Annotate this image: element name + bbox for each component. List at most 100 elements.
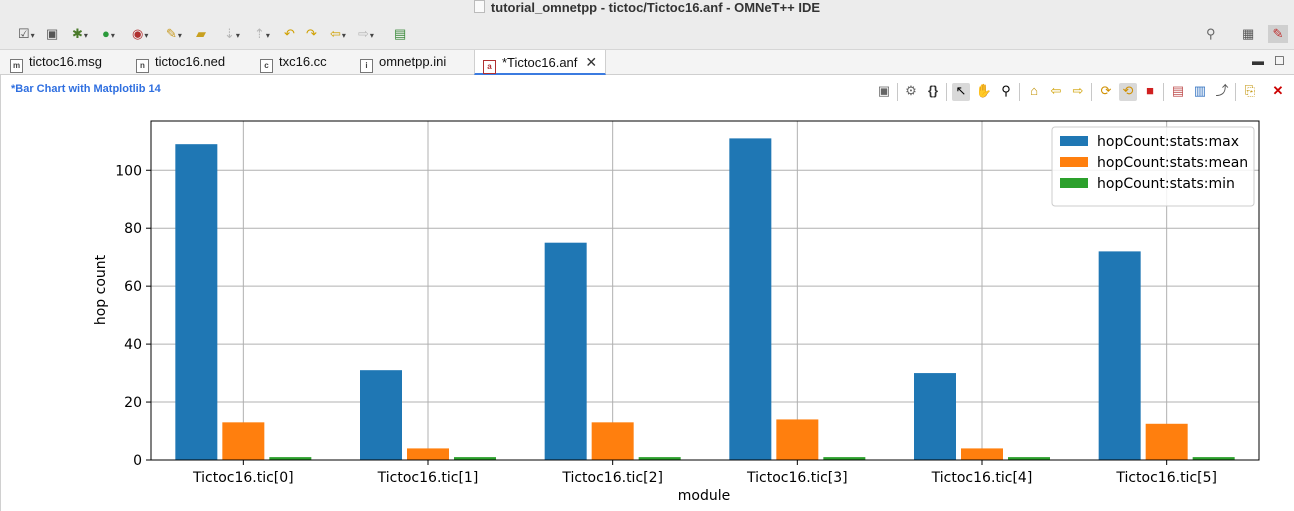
tab-txc16-cc[interactable]: c txc16.cc [260,50,327,74]
bar-hopCount-stats-max-3 [729,138,772,460]
bar-hopCount-stats-max-4 [914,373,956,460]
main-toolbar: ☑▾ ▣ ✱▾ ●▾ ◉▾ ✎▾ ▰ ⇣▾ ⇡▾ ↶ ↷ ⇦▾ ⇨▾ ▤ ⚲ ▦… [0,20,1294,50]
ini-file-icon: i [360,59,373,73]
legend-label: hopCount:stats:min [1097,176,1235,192]
forward-arrow-icon[interactable]: ⇨ [1072,83,1084,98]
active-perspective-icon[interactable]: ✎ [1268,25,1288,43]
stop-icon[interactable]: ■ [1146,83,1154,98]
save-icon[interactable]: ▣ [877,83,891,98]
y-tick-label: 20 [124,395,142,411]
tab-label: tictoc16.msg [29,54,102,69]
bar-hopCount-stats-max-1 [360,370,402,460]
window-title: tutorial_omnetpp - tictoc/Tictoc16.anf -… [490,0,821,15]
y-tick-label: 100 [115,163,142,179]
refresh-icon[interactable]: ⟳ [1100,83,1112,98]
legend-label: hopCount:stats:mean [1097,155,1248,171]
back-arrow-icon[interactable]: ⇦ [1050,83,1062,98]
next-annotation-icon[interactable]: ⇡▾ [254,26,270,41]
tab-tictoc16-anf[interactable]: a *Tictoc16.anf ✕ [474,50,607,75]
y-tick-label: 60 [124,279,142,295]
back-nav-icon[interactable]: ⇦▾ [330,26,346,41]
perspective-icon[interactable]: ▦ [1242,26,1255,41]
bar-hopCount-stats-min-4 [1008,457,1050,460]
save-all-icon[interactable]: ▣ [46,26,59,41]
bar-hopCount-stats-max-5 [1098,251,1141,460]
bars [175,138,1235,460]
bar-hopCount-stats-min-2 [638,457,681,460]
y-ticks: 0 20 40 60 80 100 [115,163,151,469]
toolbar-separator [1091,83,1092,101]
prev-annotation-icon[interactable]: ⇣▾ [224,26,240,41]
toolbar-separator [1019,83,1020,101]
ned-file-icon: n [136,59,149,73]
legend-label: hopCount:stats:max [1097,134,1239,150]
x-tick-label: Tictoc16.tic[4] [931,470,1033,486]
folder-icon[interactable]: ▰ [196,26,206,41]
plot-frame [150,120,1260,461]
tab-label: txc16.cc [279,54,327,69]
forward-icon[interactable]: ⇨▾ [358,26,374,41]
minimize-icon[interactable]: ▬ [1252,54,1264,68]
legend-swatch [1060,157,1088,167]
bar-hopCount-stats-mean-0 [222,422,265,460]
new-view-icon[interactable]: ▤ [394,26,407,41]
bar-hopCount-stats-mean-4 [961,448,1003,460]
tab-label: tictoc16.ned [155,54,226,69]
chart-editor: *Bar Chart with Matplotlib 14 ▣ ⚙ {} ↖ ✋… [0,75,1294,511]
x-tick-label: Tictoc16.tic[5] [1115,470,1217,486]
edit-icon[interactable]: ↶ [284,26,295,41]
run-icon[interactable]: ●▾ [102,26,115,41]
window-title-bar: tutorial_omnetpp - tictoc/Tictoc16.anf -… [0,0,1294,20]
x-ticks: Tictoc16.tic[0] Tictoc16.tic[1] Tictoc16.t… [192,460,1217,486]
profile-icon[interactable]: ◉▾ [132,26,149,41]
gear-icon[interactable]: ⚙ [905,83,917,98]
maximize-icon[interactable]: ☐ [1274,54,1285,68]
zoom-icon[interactable]: ⚲ [1001,83,1011,98]
grid-lines [151,121,1259,460]
x-tick-label: Tictoc16.tic[1] [377,470,479,486]
bar-hopCount-stats-max-2 [544,242,587,460]
tab-label: *Tictoc16.anf [502,55,578,70]
y-axis-label: hop count [93,254,109,325]
copy-icon[interactable]: ▤ [1171,83,1185,98]
legend-swatch [1060,178,1088,188]
legend-box [1051,126,1255,207]
toolbar-separator [1235,83,1236,101]
document-icon [473,0,485,13]
x-tick-label: Tictoc16.tic[3] [746,470,848,486]
braces-icon[interactable]: {} [927,83,939,98]
tab-omnetpp-ini[interactable]: i omnetpp.ini [360,50,446,74]
bar-hopCount-stats-min-3 [823,457,866,460]
bar-hopCount-stats-max-0 [175,144,218,460]
back-icon[interactable]: ↷ [306,26,317,41]
wand-icon[interactable]: ✎▾ [166,26,182,41]
debug-icon[interactable]: ✱▾ [72,26,88,41]
temp-icon[interactable]: ⎘ [1244,83,1256,98]
x-axis-label: module [678,488,730,504]
home-icon[interactable]: ⌂ [1030,83,1038,98]
new-icon[interactable]: ☑▾ [18,26,35,41]
bar-hopCount-stats-mean-1 [407,448,449,460]
bar-hopCount-stats-mean-5 [1145,423,1188,460]
tab-tictoc16-ned[interactable]: n tictoc16.ned [136,50,225,74]
y-tick-label: 80 [124,221,142,237]
auto-refresh-icon[interactable]: ⟲ [1119,83,1137,101]
search-icon[interactable]: ⚲ [1206,26,1216,41]
hand-icon[interactable]: ✋ [975,83,993,98]
cc-file-icon: c [260,59,273,73]
chart-title: *Bar Chart with Matplotlib 14 [11,83,161,95]
bar-hopCount-stats-mean-3 [776,419,819,460]
y-tick-label: 0 [133,453,142,469]
bar-hopCount-stats-min-1 [454,457,496,460]
close-chart-icon[interactable]: ✕ [1272,83,1284,98]
close-icon[interactable]: ✕ [585,54,598,70]
export-icon[interactable]: ▥ [1193,83,1207,98]
anf-file-icon: a [483,60,496,74]
tab-label: omnetpp.ini [379,54,447,69]
export-chart-icon[interactable]: ⤴ [1215,83,1229,98]
toolbar-separator [1163,83,1164,101]
pointer-icon[interactable]: ↖ [952,83,970,101]
tab-tictoc16-msg[interactable]: m tictoc16.msg [10,50,102,74]
